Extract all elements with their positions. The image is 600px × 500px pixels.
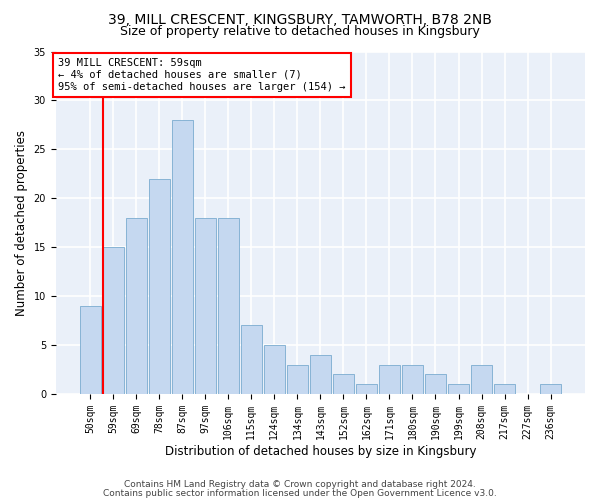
Bar bbox=[287, 364, 308, 394]
X-axis label: Distribution of detached houses by size in Kingsbury: Distribution of detached houses by size … bbox=[164, 444, 476, 458]
Bar bbox=[471, 364, 492, 394]
Bar bbox=[241, 326, 262, 394]
Text: Contains public sector information licensed under the Open Government Licence v3: Contains public sector information licen… bbox=[103, 489, 497, 498]
Bar bbox=[333, 374, 354, 394]
Text: Contains HM Land Registry data © Crown copyright and database right 2024.: Contains HM Land Registry data © Crown c… bbox=[124, 480, 476, 489]
Bar bbox=[540, 384, 561, 394]
Bar bbox=[494, 384, 515, 394]
Bar bbox=[264, 345, 285, 394]
Bar bbox=[310, 355, 331, 394]
Bar bbox=[149, 178, 170, 394]
Bar bbox=[402, 364, 423, 394]
Text: Size of property relative to detached houses in Kingsbury: Size of property relative to detached ho… bbox=[120, 25, 480, 38]
Bar bbox=[195, 218, 215, 394]
Bar bbox=[80, 306, 101, 394]
Bar bbox=[356, 384, 377, 394]
Bar bbox=[172, 120, 193, 394]
Bar bbox=[379, 364, 400, 394]
Bar bbox=[425, 374, 446, 394]
Text: 39, MILL CRESCENT, KINGSBURY, TAMWORTH, B78 2NB: 39, MILL CRESCENT, KINGSBURY, TAMWORTH, … bbox=[108, 12, 492, 26]
Bar bbox=[126, 218, 146, 394]
Bar bbox=[103, 247, 124, 394]
Bar bbox=[448, 384, 469, 394]
Bar bbox=[218, 218, 239, 394]
Text: 39 MILL CRESCENT: 59sqm
← 4% of detached houses are smaller (7)
95% of semi-deta: 39 MILL CRESCENT: 59sqm ← 4% of detached… bbox=[58, 58, 346, 92]
Y-axis label: Number of detached properties: Number of detached properties bbox=[15, 130, 28, 316]
